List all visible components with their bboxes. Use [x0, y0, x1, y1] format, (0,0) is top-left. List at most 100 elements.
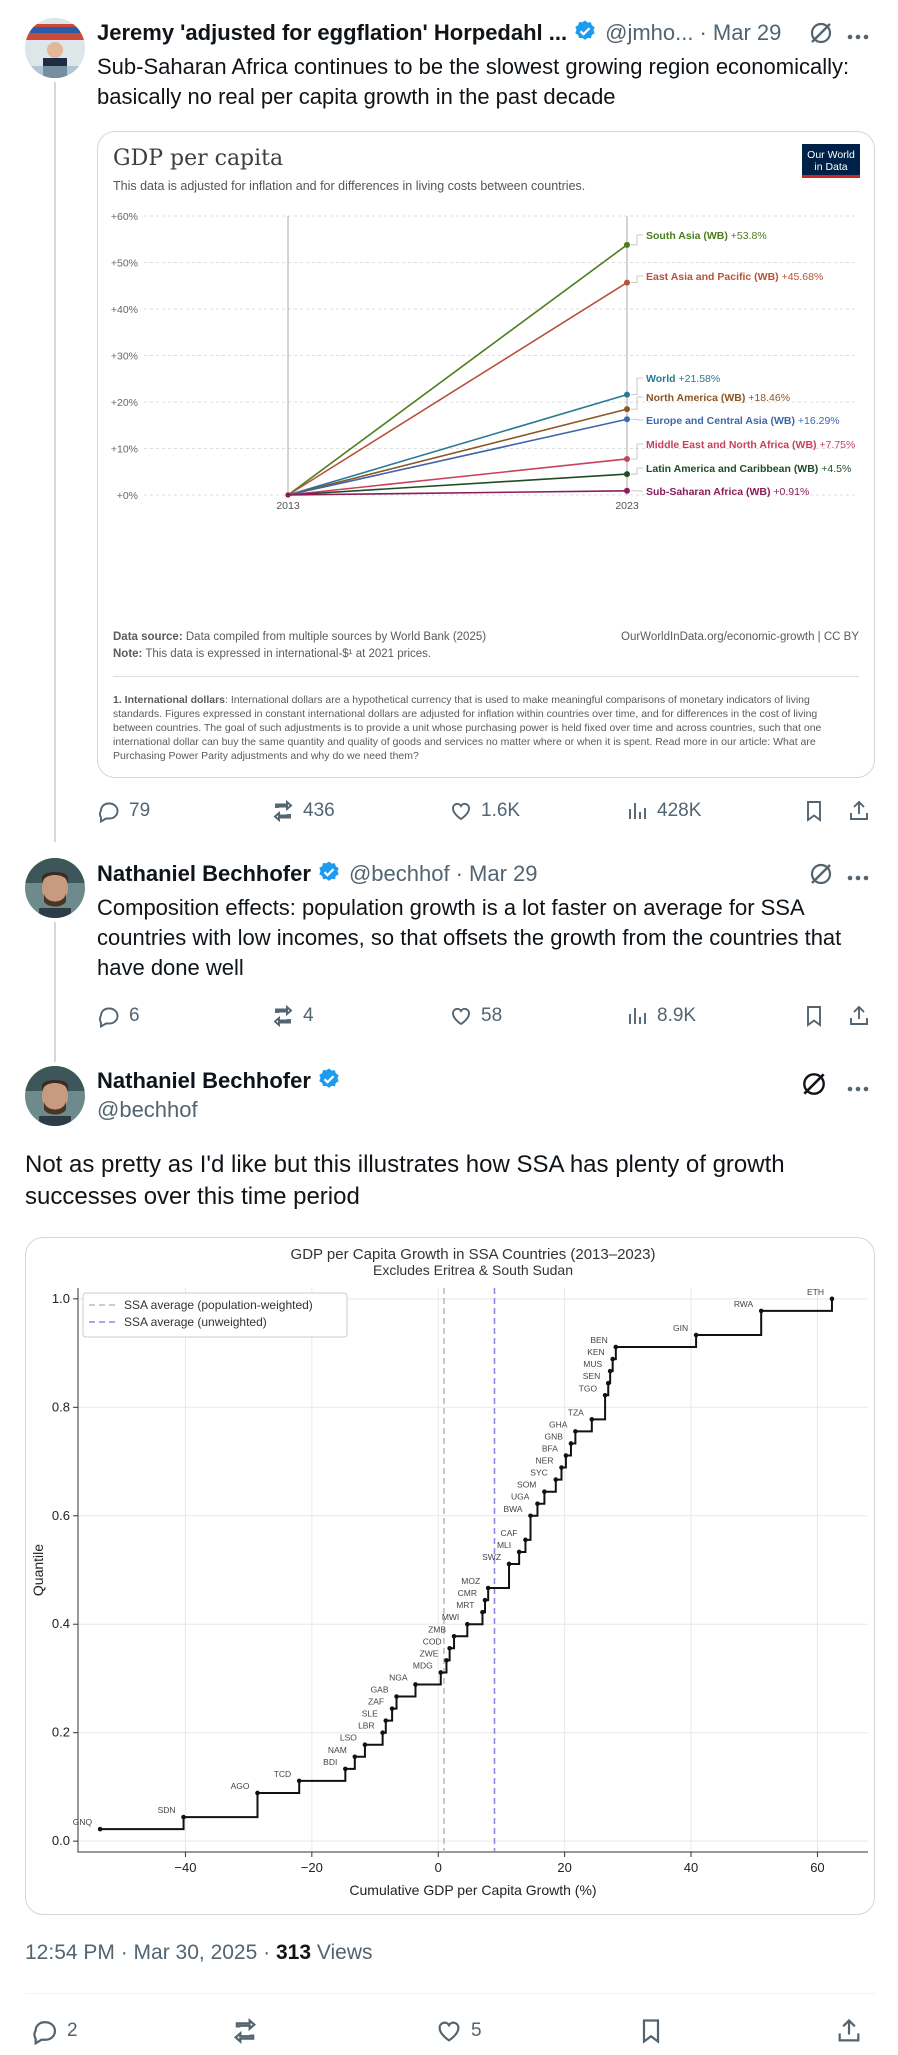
- share-button[interactable]: [847, 1004, 871, 1028]
- author-name[interactable]: Nathaniel Bechhofer: [97, 1068, 311, 1093]
- country-label: TCD: [274, 1769, 291, 1779]
- series-label: Latin America and Caribbean (WB) +4.5%: [646, 463, 851, 475]
- avatar-image: [25, 1066, 85, 1126]
- share-button[interactable]: [847, 799, 871, 823]
- country-label: SLE: [362, 1709, 378, 1719]
- tweet-date[interactable]: · Mar 29: [699, 20, 782, 45]
- grok-icon[interactable]: [808, 861, 834, 887]
- like-count: 1.6K: [481, 800, 521, 821]
- retweet-button[interactable]: 4: [271, 1004, 314, 1028]
- tweet-actions: 6 4 58 8.9K: [97, 1001, 877, 1031]
- country-point: [523, 1537, 528, 1543]
- country-point: [181, 1814, 186, 1820]
- grok-icon[interactable]: [808, 20, 834, 46]
- country-point: [413, 1682, 418, 1687]
- y-tick-label: +50%: [111, 258, 138, 270]
- country-label: ZAF: [368, 1697, 384, 1707]
- country-point: [602, 1392, 608, 1398]
- x-tick-label: 2023: [615, 500, 639, 512]
- reply-count: 2: [67, 2020, 78, 2041]
- country-point: [563, 1453, 569, 1458]
- chart-footnote: 1. International dollars: International …: [113, 693, 859, 763]
- avatar[interactable]: [25, 18, 85, 78]
- views-icon: [629, 803, 646, 819]
- country-point: [506, 1561, 512, 1567]
- country-point: [535, 1501, 540, 1507]
- chart-credit[interactable]: OurWorldInData.org/economic-growth | CC …: [621, 631, 859, 643]
- country-label: NAM: [328, 1745, 347, 1755]
- country-point: [568, 1441, 574, 1446]
- logo-line-2: in Data: [814, 161, 848, 173]
- country-point: [553, 1477, 559, 1482]
- author-handle[interactable]: @jmho...: [605, 20, 694, 45]
- series-label: North America (WB) +18.46%: [646, 392, 790, 404]
- country-label: GNQ: [73, 1817, 93, 1827]
- retweet-button[interactable]: [231, 2017, 259, 2045]
- chart-card-gdp-per-capita[interactable]: GDP per capita This data is adjusted for…: [97, 131, 875, 778]
- like-button[interactable]: 58: [449, 1004, 502, 1028]
- footnote-label: 1. International dollars: [113, 694, 226, 706]
- country-label: BWA: [503, 1504, 522, 1514]
- author-handle[interactable]: @bechhof: [348, 861, 450, 886]
- country-label: MRT: [456, 1600, 474, 1610]
- reply-button[interactable]: 2: [31, 2017, 78, 2045]
- bookmark-icon: [642, 2019, 660, 2044]
- bookmark-icon: [807, 1006, 821, 1027]
- author-name[interactable]: Nathaniel Bechhofer: [97, 861, 311, 886]
- country-label: ETH: [807, 1287, 824, 1297]
- more-options-icon[interactable]: [846, 28, 870, 40]
- tweet-actions: 79 436 1.6K 428K: [97, 796, 877, 826]
- share-button[interactable]: [835, 2017, 863, 2045]
- like-button[interactable]: 1.6K: [449, 799, 520, 823]
- series-label: World +21.58%: [646, 373, 720, 385]
- retweet-count: 436: [303, 800, 335, 821]
- country-label: LSO: [340, 1733, 357, 1743]
- y-tick-label: +10%: [111, 444, 138, 456]
- country-label: SDN: [158, 1805, 176, 1815]
- chart-card-ssa-growth[interactable]: GDP per Capita Growth in SSA Countries (…: [25, 1237, 875, 1915]
- avatar-image: [25, 858, 85, 918]
- share-icon: [838, 2018, 860, 2042]
- avatar[interactable]: [25, 1066, 85, 1126]
- avatar[interactable]: [25, 858, 85, 918]
- reply-button[interactable]: 79: [97, 799, 150, 823]
- country-point: [516, 1549, 522, 1555]
- tweet-date[interactable]: · Mar 29: [455, 861, 538, 886]
- series-label: East Asia and Pacific (WB) +45.68%: [646, 271, 823, 283]
- views-button[interactable]: 8.9K: [625, 1004, 696, 1028]
- country-label: NER: [536, 1456, 554, 1466]
- bookmark-button[interactable]: [637, 2017, 665, 2045]
- bookmark-button[interactable]: [802, 799, 826, 823]
- country-label: GAB: [371, 1685, 389, 1695]
- country-label: MUS: [583, 1359, 602, 1369]
- country-point: [343, 1766, 348, 1772]
- timestamp-text[interactable]: 12:54 PM · Mar 30, 2025 ·: [25, 1941, 271, 1964]
- country-point: [389, 1706, 395, 1711]
- grok-icon[interactable]: [800, 1070, 828, 1098]
- axes-frame: [77, 1288, 868, 1853]
- label-connector: [631, 418, 643, 421]
- views-button[interactable]: 428K: [625, 799, 701, 823]
- ecdf-step-line: [100, 1298, 833, 1831]
- more-options-icon[interactable]: [846, 869, 870, 881]
- series-label: Middle East and North Africa (WB) +7.75%: [646, 439, 855, 451]
- note-label: Note:: [113, 648, 143, 660]
- series-end-point: [624, 471, 630, 478]
- owid-logo[interactable]: Our World in Data: [802, 144, 860, 178]
- reply-button[interactable]: 6: [97, 1004, 140, 1028]
- like-button[interactable]: 5: [435, 2017, 482, 2045]
- retweet-button[interactable]: 436: [271, 799, 335, 823]
- author-name[interactable]: Jeremy 'adjusted for eggflation' Horpeda…: [97, 20, 568, 45]
- country-label: SOM: [517, 1480, 536, 1490]
- country-label: NGA: [389, 1672, 408, 1682]
- heart-icon: [452, 802, 470, 821]
- more-options-icon[interactable]: [846, 1080, 870, 1092]
- retweet-icon: [273, 799, 293, 823]
- reply-icon: [99, 802, 119, 823]
- bookmark-button[interactable]: [802, 1004, 826, 1028]
- heart-icon: [438, 2021, 460, 2042]
- country-label: BFA: [542, 1444, 558, 1454]
- author-handle[interactable]: @bechhof: [97, 1097, 198, 1122]
- views-icon: [629, 1008, 646, 1024]
- y-tick-label: +60%: [111, 211, 138, 223]
